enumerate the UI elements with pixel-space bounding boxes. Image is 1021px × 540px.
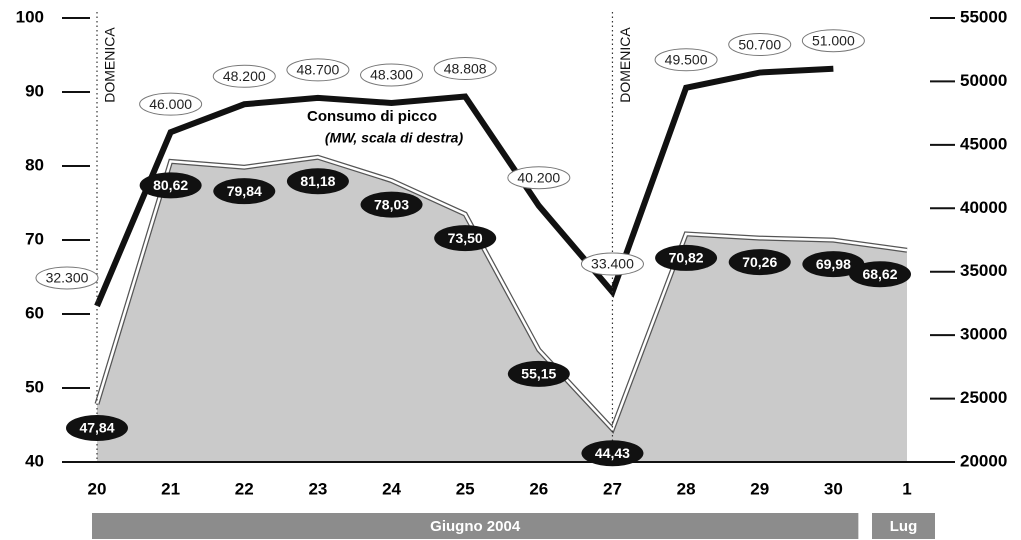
series-name: Consumo di picco xyxy=(307,108,437,125)
series-subtitle: (MW, scala di destra) xyxy=(325,130,464,146)
y2-tick-label: 30000 xyxy=(960,325,1007,344)
y-tick-label: 90 xyxy=(25,81,44,100)
x-tick-label: 21 xyxy=(161,479,180,498)
price-label: 81,18 xyxy=(300,173,335,189)
x-tick-label: 23 xyxy=(308,479,327,498)
consumption-label: 50.700 xyxy=(738,36,781,52)
consumption-label: 33.400 xyxy=(591,256,634,272)
month-label: Lug xyxy=(890,518,918,535)
annotation-text: DOMENICA xyxy=(102,27,118,103)
x-tick-label: 24 xyxy=(382,479,401,498)
price-label: 70,26 xyxy=(742,254,777,270)
x-tick-label: 20 xyxy=(88,479,107,498)
y-tick-label: 60 xyxy=(25,303,44,322)
price-label: 68,62 xyxy=(862,266,897,282)
y-tick-label: 50 xyxy=(25,377,44,396)
y-tick-label: 80 xyxy=(25,155,44,174)
price-label: 79,84 xyxy=(227,183,262,199)
x-tick-label: 25 xyxy=(456,479,475,498)
page: 40 50 60 70 80 90 100 20000 25000 30000 35000 40000… xyxy=(0,0,1021,540)
x-tick-label: 1 xyxy=(902,479,911,498)
price-label: 44,43 xyxy=(595,445,630,461)
price-label: 47,84 xyxy=(79,420,114,436)
x-tick-label: 26 xyxy=(529,479,548,498)
price-label: 73,50 xyxy=(448,230,483,246)
consumption-label: 51.000 xyxy=(812,32,855,48)
consumption-label: 48.200 xyxy=(223,68,266,84)
price-label: 80,62 xyxy=(153,177,188,193)
y2-tick-label: 50000 xyxy=(960,71,1007,90)
y2-tick-label: 40000 xyxy=(960,198,1007,217)
y2-tick-label: 20000 xyxy=(960,451,1007,470)
consumption-label: 49.500 xyxy=(665,51,708,67)
y2-tick-label: 55000 xyxy=(960,7,1007,26)
y2-tick-label: 25000 xyxy=(960,388,1007,407)
annotation-text: DOMENICA xyxy=(617,27,633,103)
chart: 40 50 60 70 80 90 100 20000 25000 30000 35000 40000… xyxy=(0,0,1021,540)
month-label: Giugno 2004 xyxy=(430,518,521,535)
price-label: 69,98 xyxy=(816,256,851,272)
consumption-label: 46.000 xyxy=(149,96,192,112)
x-tick-label: 30 xyxy=(824,479,843,498)
x-tick-label: 29 xyxy=(750,479,769,498)
consumption-label: 40.200 xyxy=(517,169,560,185)
x-tick-label: 22 xyxy=(235,479,254,498)
price-label: 70,82 xyxy=(669,250,704,266)
price-label: 55,15 xyxy=(521,366,556,382)
consumption-label: 48.300 xyxy=(370,67,413,83)
consumption-label: 32.300 xyxy=(46,270,89,286)
consumption-label: 48.700 xyxy=(296,62,339,78)
price-label: 78,03 xyxy=(374,196,409,212)
y2-tick-label: 35000 xyxy=(960,261,1007,280)
consumption-label: 48.808 xyxy=(444,60,487,76)
y-tick-label: 100 xyxy=(16,7,44,26)
y-tick-label: 70 xyxy=(25,229,44,248)
x-tick-label: 27 xyxy=(603,479,622,498)
y-tick-label: 40 xyxy=(25,451,44,470)
y2-tick-label: 45000 xyxy=(960,134,1007,153)
x-tick-label: 28 xyxy=(677,479,696,498)
